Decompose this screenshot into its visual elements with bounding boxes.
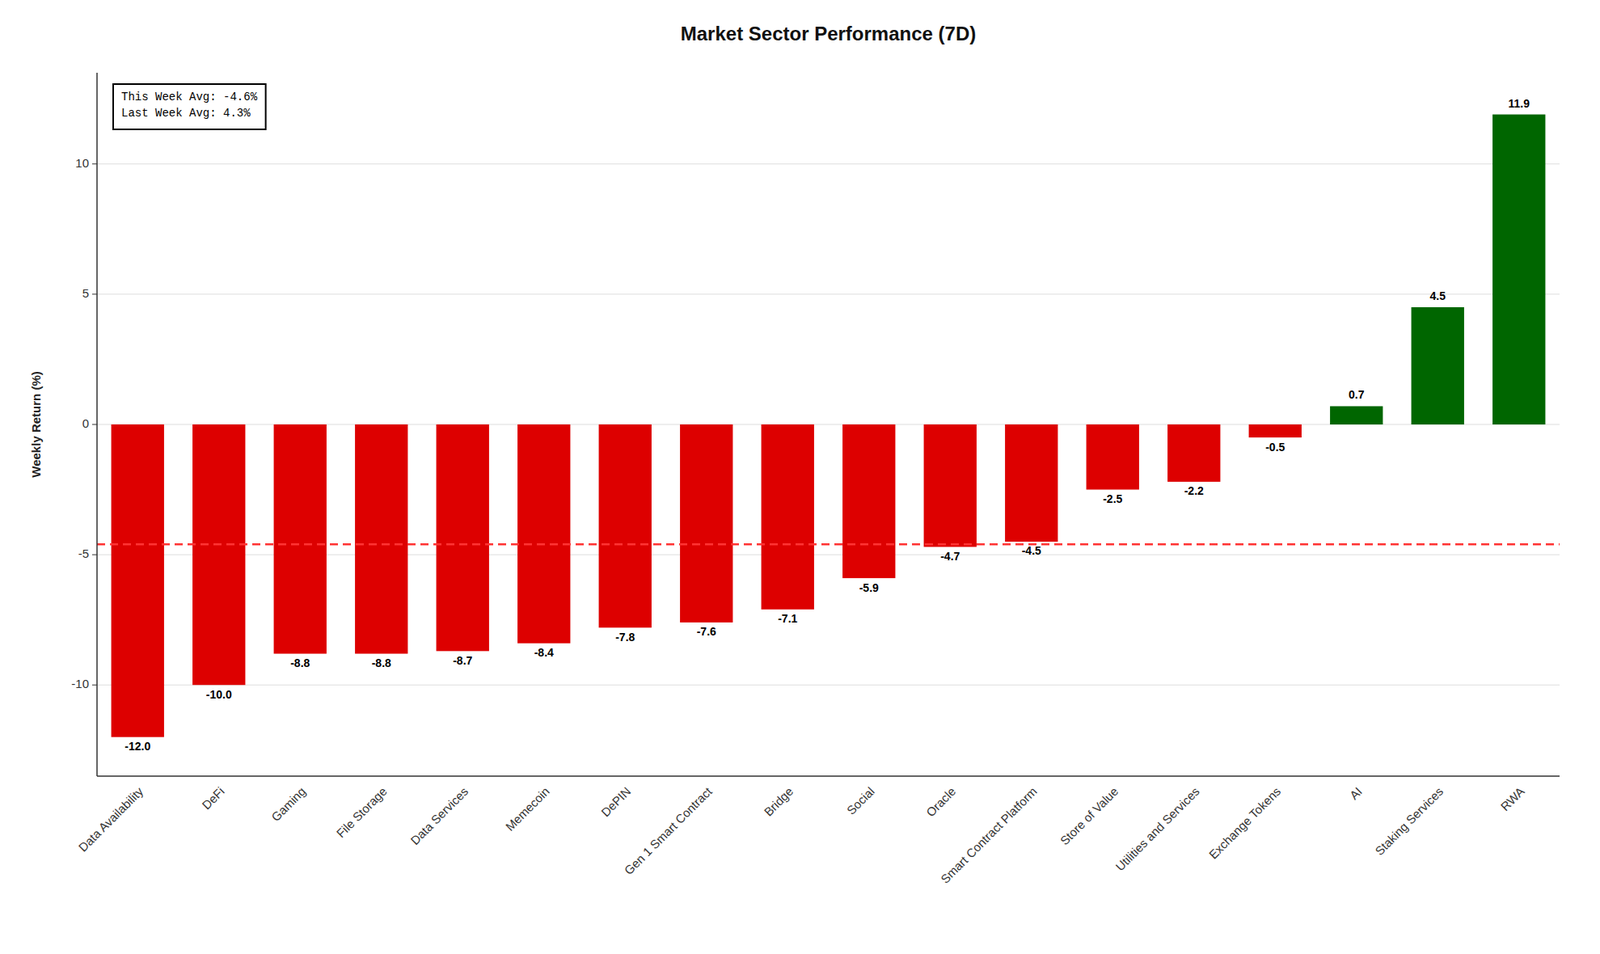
y-tick-label: -10 [71,676,89,691]
data-label: -8.7 [452,654,473,668]
annotation: Last Week Avg: 4.3% [121,106,251,120]
grid-line [97,163,1560,165]
data-label: 11.9 [1508,97,1531,110]
data-label: 0.7 [1348,388,1365,402]
data-label: -5.9 [859,581,879,595]
y-tick-label: 10 [75,156,89,170]
bar [111,424,165,738]
data-label: -8.8 [371,656,392,670]
bar [192,424,245,685]
x-axis [97,775,1560,777]
data-label: -2.5 [1102,492,1123,506]
data-label: -4.5 [1021,544,1042,558]
bar [517,424,570,644]
bar [1004,424,1058,542]
x-tick-label: Exchange Tokens [1206,784,1284,862]
x-tick-label: Social [844,784,878,818]
x-tick-label: Bridge [761,784,797,819]
title: Market Sector Performance (7D) [680,22,976,45]
bar [599,424,652,628]
tick-mark [92,293,98,295]
data-label: -7.1 [777,612,798,625]
x-tick-label: Data Services [407,784,471,848]
x-tick-label: Memecoin [502,784,553,834]
x-tick-label: DeFi [198,784,227,812]
bar [1492,114,1546,425]
data-label: -7.6 [696,624,717,638]
y-tick-label: -5 [78,546,89,561]
x-tick-label: Gen 1 Smart Contract [621,783,716,878]
x-tick-label: Smart Contract Platform [937,784,1040,887]
data-label: -8.8 [290,656,310,670]
y-tick-label: 5 [82,286,89,300]
tick-mark [92,424,98,426]
bar [1086,424,1140,490]
x-tick-label: DePIN [598,784,634,819]
x-tick-label: AI [1346,784,1365,803]
x-tick-label: Utilities and Services [1112,784,1202,874]
data-label: 4.5 [1430,289,1447,303]
data-label: -4.7 [940,549,960,563]
x-tick-label: Store of Value [1057,784,1121,848]
data-label: -7.8 [615,630,635,644]
data-label: -2.2 [1184,484,1204,498]
data-label: -0.5 [1265,440,1285,454]
x-tick-label: Data Availability [75,784,147,855]
data-label: -12.0 [124,739,151,753]
x-tick-label: RWA [1498,784,1528,814]
grid-line [97,293,1560,295]
tick-mark [92,163,98,165]
annotation: This Week Avg: -4.6% [121,90,258,104]
x-tick-label: Gaming [268,784,309,824]
bar [274,424,327,655]
grid-line [97,684,1560,686]
annotation-box: This Week Avg: -4.6% Last Week Avg: 4.3% [113,84,266,130]
x-tick-label: Staking Services [1372,784,1446,858]
bar [354,424,408,655]
tick-mark [92,554,98,556]
bar [1411,307,1465,425]
x-tick-label: File Storage [333,784,390,841]
y-tick-label: 0 [82,416,89,431]
x-tick-label: Oracle [923,784,959,819]
average-line [97,543,1560,546]
y-axis-label: Weekly Return (%) [29,371,43,478]
bar [842,424,895,579]
bar [924,424,977,547]
annotation-frame [113,84,266,130]
bar [436,424,490,651]
data-label: -10.0 [206,688,233,701]
tick-mark [92,684,98,686]
bar [679,424,733,623]
data-label: -8.4 [534,645,554,659]
bars [97,114,1560,738]
bar [1329,405,1383,425]
bar [1249,424,1302,438]
chart: -10 -5 0 5 10 -12.0 -10.0 -8.8 -8.8 -8.7 -8.4 -7.8 -… [0,0,1600,954]
bar [761,424,815,610]
y-axis [96,72,98,777]
bar [1167,424,1221,482]
